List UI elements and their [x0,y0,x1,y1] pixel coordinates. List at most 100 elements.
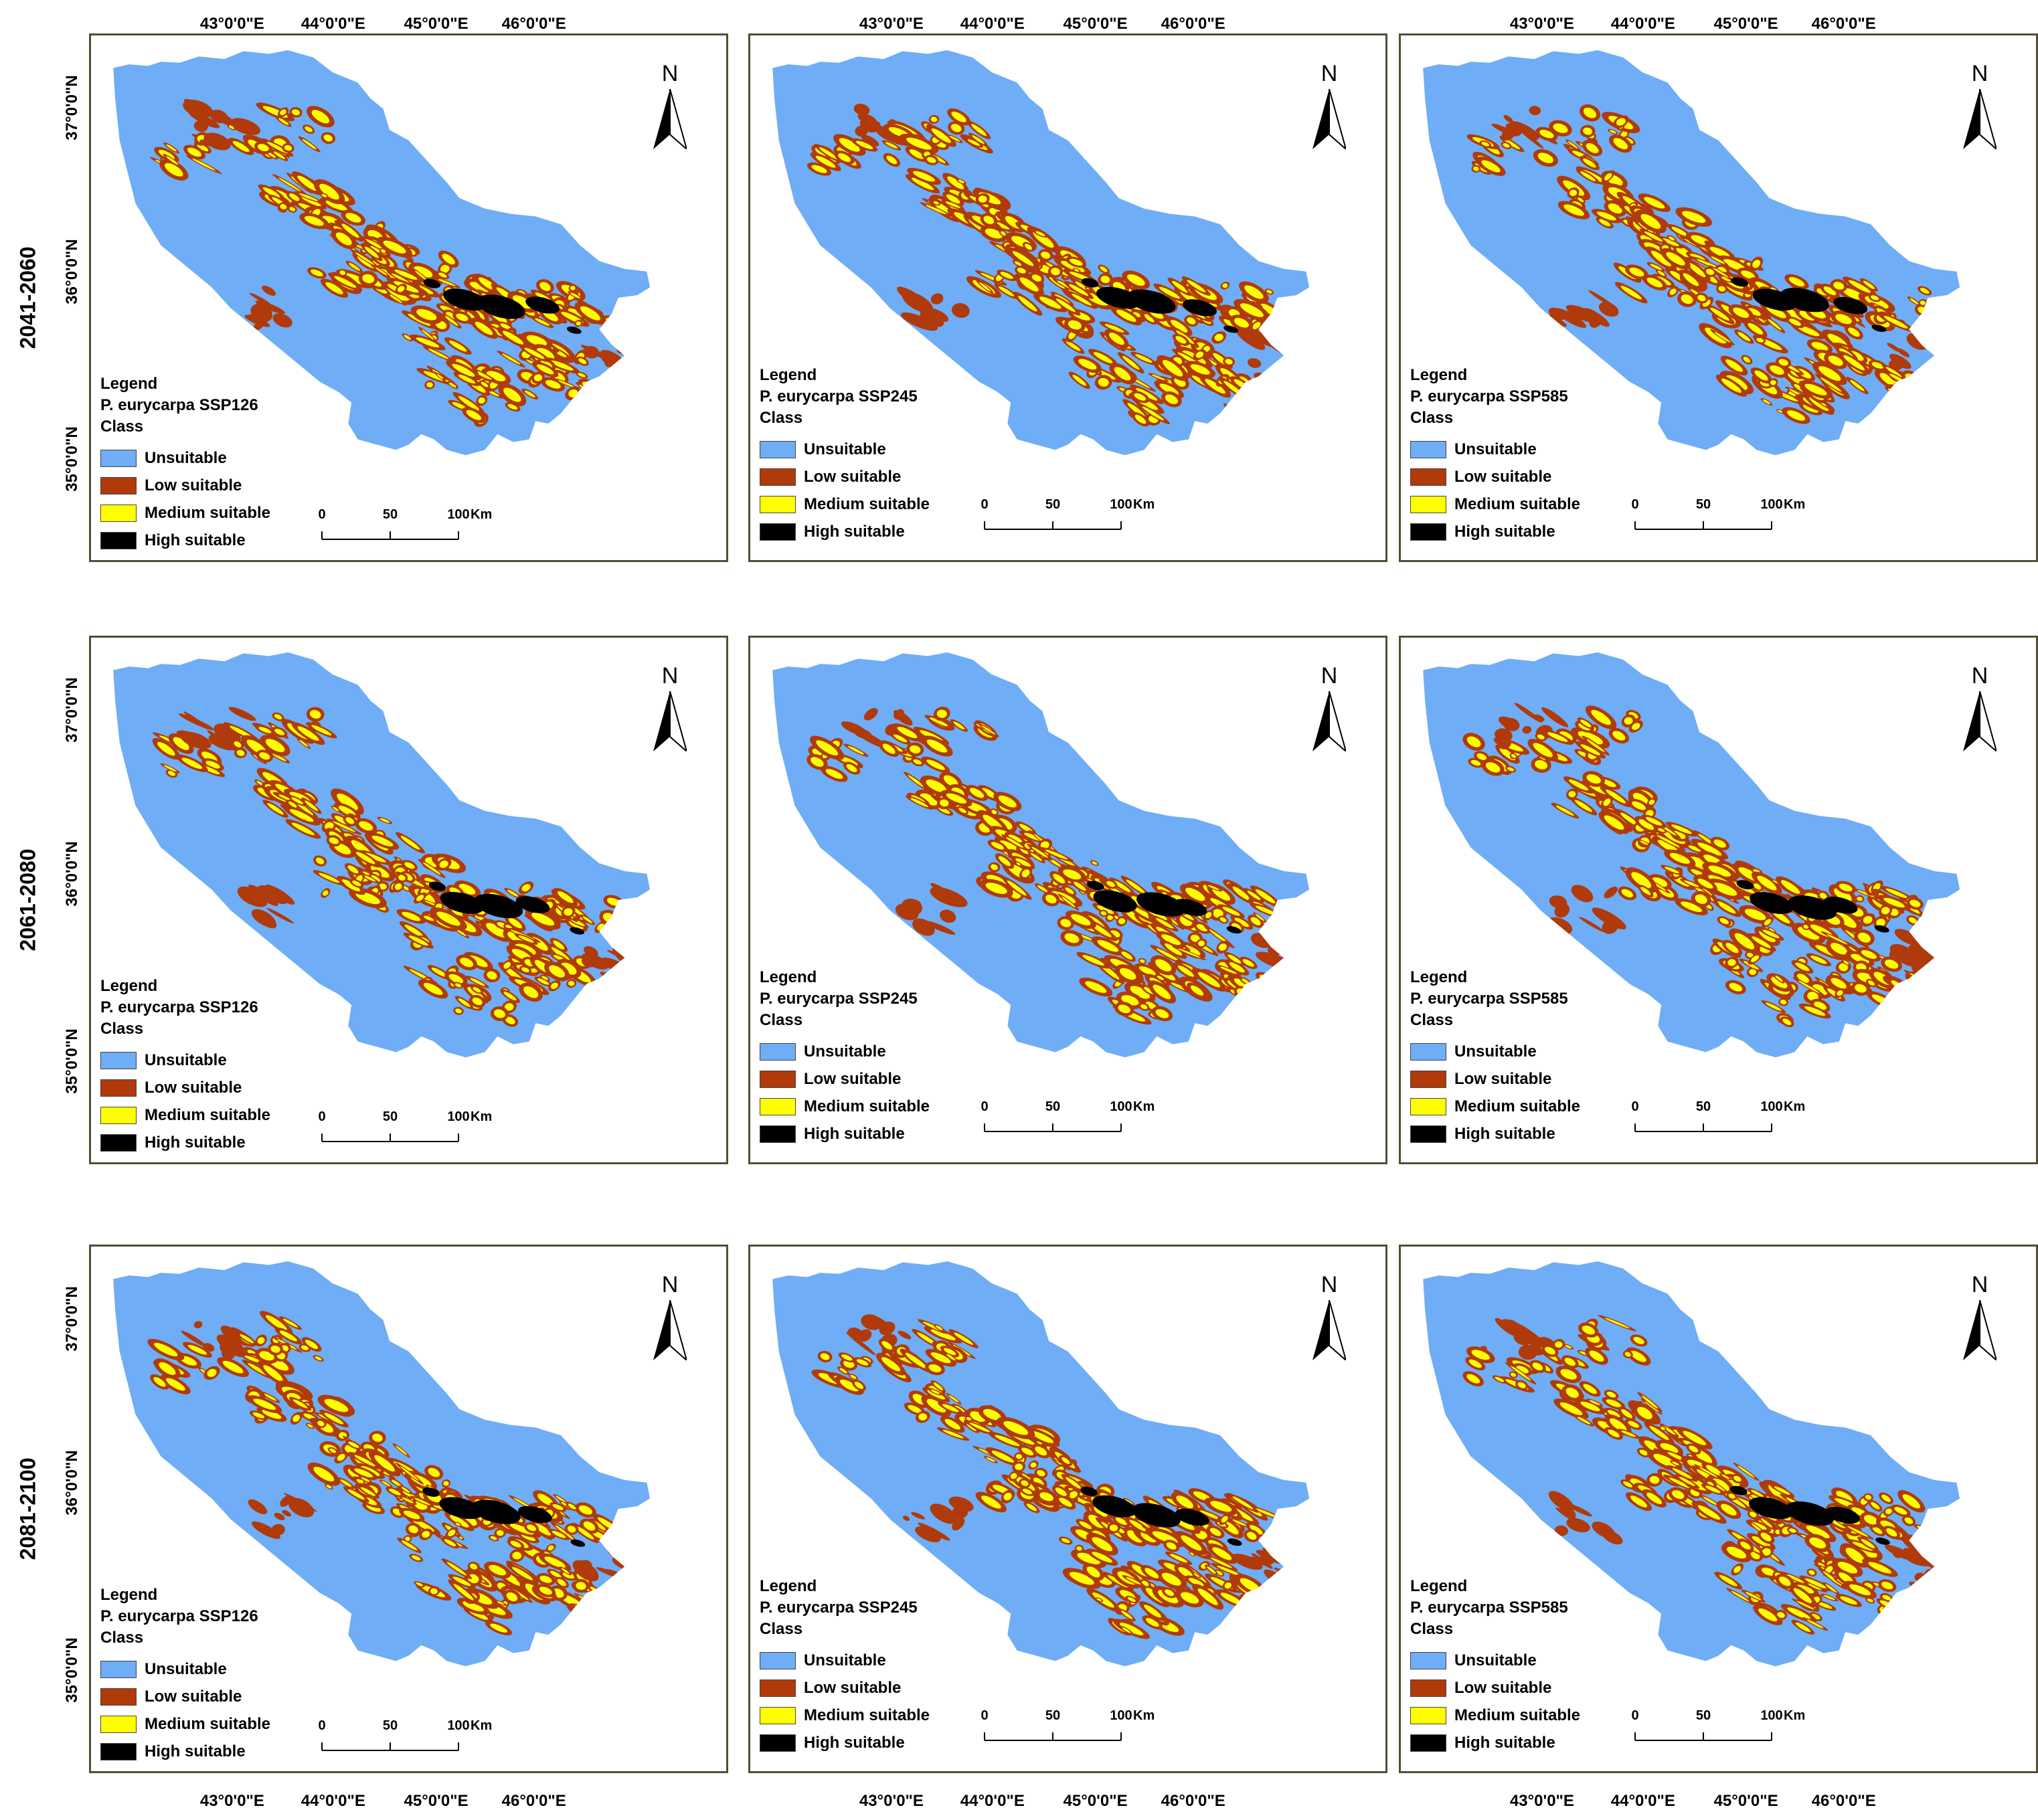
legend-swatch [100,1107,137,1124]
scale-tick-label: 100 [447,1718,470,1733]
map-panel: Legend P. eurycarpa SSP245 Class Unsuitable… [748,636,1387,1164]
north-arrow: N [1960,1273,2000,1360]
suitability-patches [811,1314,1308,1639]
longitude-label-bottom: 46°0'0"E [1811,1792,1876,1810]
study-area-map [772,652,1310,1058]
latitude-label-left: 37°0'0"N [63,676,81,743]
map-panel: Legend P. eurycarpa SSP585 Class Unsuitable… [1399,33,2038,562]
legend-scenario: P. eurycarpa SSP585 [1410,990,1568,1008]
longitude-label-bottom: 44°0'0"E [960,1792,1025,1810]
longitude-label-bottom: 43°0'0"E [859,1792,924,1810]
longitude-label-top: 44°0'0"E [301,15,365,33]
longitude-label-bottom: 43°0'0"E [199,1792,264,1810]
legend-class-name: Low suitable [1454,1679,1552,1697]
legend-class-name: Unsuitable [145,449,227,467]
legend-class-name: Unsuitable [1454,440,1537,458]
scale-tick-label: 0 [981,497,989,512]
legend-swatch [1410,468,1446,486]
legend-title: Legend [760,1577,817,1595]
scale-tick-label: 100 [447,507,470,522]
latitude-label-left: 36°0'0"N [63,238,81,304]
map-legend: Legend P. eurycarpa SSP245 Class Unsuitable… [760,1576,981,1756]
legend-class-name: Medium suitable [1454,1706,1581,1724]
study-area-map [772,50,1310,456]
longitude-label-bottom: 45°0'0"E [1713,1792,1778,1810]
north-label: N [1321,61,1338,86]
longitude-label-bottom: 46°0'0"E [1161,1792,1225,1810]
legend-class-name: Unsuitable [804,1042,886,1061]
scale-unit: Km [1784,1708,1806,1723]
longitude-label-top: 43°0'0"E [859,15,924,33]
legend-class-name: Low suitable [1454,1070,1552,1088]
scale-tick-label: 50 [1695,497,1711,512]
map-legend: Legend P. eurycarpa SSP585 Class Unsuitable… [1410,365,1631,545]
scale-bar-line [321,531,459,540]
legend-swatch [760,1043,796,1061]
longitude-label-bottom: 45°0'0"E [1063,1792,1128,1810]
scale-tick-label: 0 [318,507,326,522]
scale-unit: Km [471,507,493,522]
scale-bar-line [1634,1732,1772,1741]
legend-swatch [100,1134,137,1152]
legend-class-name: Unsuitable [804,440,886,458]
scale-tick-label: 0 [1631,497,1639,512]
legend-class-name: High suitable [1454,523,1555,541]
legend-title: Legend [100,977,158,995]
map-legend: Legend P. eurycarpa SSP126 Class Unsuitable… [100,373,321,554]
scale-tick-label: 50 [382,1718,398,1733]
north-arrow-icon [1963,1300,1997,1360]
scale-bar: 0 50 100 Km [315,1109,492,1150]
scale-bar-line [1634,1123,1772,1132]
legend-class-name: Medium suitable [804,495,930,513]
scale-unit: Km [1133,1708,1155,1723]
legend-swatch [100,505,137,522]
longitude-label-bottom: 44°0'0"E [301,1792,365,1810]
legend-swatch [760,1707,796,1724]
longitude-label-top: 45°0'0"E [1713,15,1778,33]
scale-tick-label: 100 [1760,1708,1783,1723]
legend-scenario: P. eurycarpa SSP245 [760,990,918,1008]
legend-swatch [100,1716,137,1733]
north-arrow-icon [653,691,687,751]
north-label: N [661,663,679,689]
legend-swatch [100,1661,137,1678]
legend-class-name: Low suitable [804,1070,902,1088]
legend-class-name: Unsuitable [1454,1651,1537,1669]
scale-tick-label: 50 [1695,1708,1711,1723]
scale-tick-label: 50 [1695,1099,1711,1114]
legend-class-name: Unsuitable [145,1660,227,1678]
legend-class-label: Class [100,1629,144,1647]
longitude-label-top: 43°0'0"E [1509,15,1574,33]
suitability-patches [149,98,639,428]
legend-swatch [100,477,137,494]
legend-class-name: High suitable [804,1734,905,1752]
map-panel: Legend P. eurycarpa SSP245 Class Unsuitable… [748,33,1387,562]
legend-scenario: P. eurycarpa SSP245 [760,1599,918,1617]
north-label: N [1971,663,1988,689]
north-arrow-icon [1312,1300,1346,1360]
map-panel: Legend P. eurycarpa SSP126 Class Unsuitable… [89,1245,728,1773]
legend-class-name: Unsuitable [145,1051,227,1069]
north-arrow-icon [1963,89,1997,149]
latitude-label-left: 35°0'0"N [63,1637,81,1703]
longitude-label-top: 46°0'0"E [1161,15,1225,33]
scale-bar-line [984,1732,1122,1741]
north-arrow-icon [1312,691,1346,751]
north-label: N [661,1272,679,1297]
scale-unit: Km [1784,497,1806,512]
legend-class-name: Medium suitable [145,504,271,522]
legend-class-name: Medium suitable [145,1106,271,1124]
scale-tick-label: 100 [1110,1708,1132,1723]
north-arrow: N [1960,62,2000,149]
legend-class-name: Low suitable [145,1079,242,1097]
legend-swatch [760,1125,796,1143]
legend-class-name: Unsuitable [804,1651,886,1669]
study-area-map [1423,652,1960,1058]
legend-swatch [1410,1125,1446,1143]
legend-swatch [100,1052,137,1069]
legend-swatch [760,496,796,513]
scale-tick-label: 100 [1110,1099,1132,1114]
scale-bar-line [321,1133,459,1142]
legend-title: Legend [100,375,158,393]
legend-class-name: Low suitable [145,476,242,494]
